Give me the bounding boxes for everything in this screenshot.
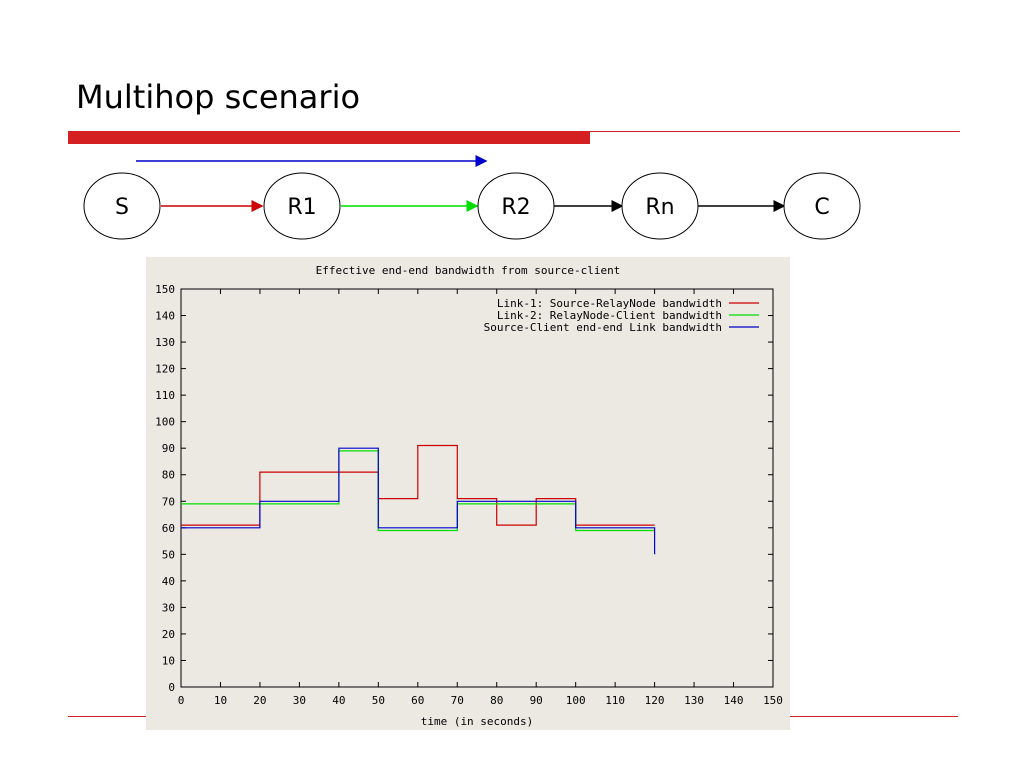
x-tick-label: 110	[605, 694, 625, 707]
x-tick-label: 120	[645, 694, 665, 707]
x-tick-label: 130	[684, 694, 704, 707]
y-tick-label: 130	[155, 336, 175, 349]
x-tick-label: 70	[451, 694, 464, 707]
x-tick-label: 100	[566, 694, 586, 707]
x-tick-label: 140	[724, 694, 744, 707]
node-s: S	[83, 172, 161, 240]
node-r1-label: R1	[287, 195, 316, 220]
legend-label-3: Source-Client end-end Link bandwidth	[484, 321, 722, 334]
x-tick-label: 30	[293, 694, 306, 707]
legend-label-2: Link-2: RelayNode-Client bandwidth	[497, 309, 722, 322]
node-c-label: C	[814, 195, 829, 220]
y-tick-label: 140	[155, 310, 175, 323]
y-tick-label: 40	[162, 575, 175, 588]
y-tick-label: 120	[155, 363, 175, 376]
node-rn-label: Rn	[645, 195, 674, 220]
slide-title: Multihop scenario	[76, 78, 361, 116]
x-tick-label: 60	[411, 694, 424, 707]
y-tick-label: 90	[162, 442, 175, 455]
y-tick-label: 0	[168, 681, 175, 694]
x-tick-label: 80	[490, 694, 503, 707]
series-line-3	[181, 447, 656, 555]
y-tick-label: 30	[162, 601, 175, 614]
x-tick-label: 40	[332, 694, 345, 707]
y-tick-label: 150	[155, 283, 175, 296]
x-tick-label: 50	[372, 694, 385, 707]
y-tick-label: 100	[155, 416, 175, 429]
series-line-1	[181, 444, 655, 526]
title-rule	[590, 131, 960, 132]
node-r1: R1	[263, 172, 341, 240]
x-tick-label: 0	[178, 694, 185, 707]
chart-panel: Effective end-end bandwidth from source-…	[146, 257, 790, 730]
chart-title: Effective end-end bandwidth from source-…	[316, 264, 621, 277]
y-tick-label: 70	[162, 495, 175, 508]
y-tick-label: 110	[155, 389, 175, 402]
node-rn: Rn	[621, 172, 699, 240]
x-tick-label: 150	[763, 694, 783, 707]
y-tick-label: 80	[162, 469, 175, 482]
node-r2: R2	[477, 172, 555, 240]
node-s-label: S	[115, 195, 129, 220]
y-tick-label: 10	[162, 654, 175, 667]
y-tick-label: 60	[162, 522, 175, 535]
x-tick-label: 90	[530, 694, 543, 707]
x-tick-label: 20	[253, 694, 266, 707]
bandwidth-chart: Effective end-end bandwidth from source-…	[155, 264, 783, 728]
node-c: C	[783, 172, 861, 240]
x-tick-label: 10	[214, 694, 227, 707]
x-axis-label: time (in seconds)	[421, 715, 534, 728]
y-tick-label: 50	[162, 548, 175, 561]
y-tick-label: 20	[162, 628, 175, 641]
plot-frame	[180, 288, 774, 688]
legend-label-1: Link-1: Source-RelayNode bandwidth	[497, 297, 722, 310]
node-r2-label: R2	[501, 195, 530, 220]
topology-diagram: S R1 R2 Rn C	[83, 155, 861, 240]
title-accent-bar	[68, 131, 590, 144]
